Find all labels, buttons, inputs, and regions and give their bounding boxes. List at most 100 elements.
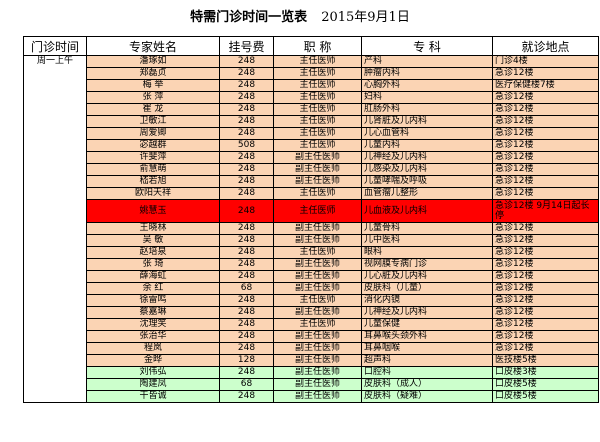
title-cell: 副主任医师 (273, 342, 362, 355)
title-cell: 副主任医师 (273, 163, 362, 176)
table-row: 金晔 128 副主任医师 超声科 医技楼5楼 (24, 354, 599, 367)
location-cell: 急诊12楼 (492, 258, 599, 271)
specialty-cell: 儿心血管科 (361, 127, 493, 140)
specialty-cell: 儿神经及儿内科 (361, 151, 493, 164)
header-name: 专家姓名 (86, 36, 220, 56)
table-row: 程岚 248 副主任医师 耳鼻咽喉 急诊12楼 (24, 342, 599, 355)
title-cell: 副主任医师 (273, 282, 362, 295)
specialty-cell: 超声科 (361, 354, 493, 367)
table-row: 张 萍 248 主任医师 妇科 急诊12楼 (24, 91, 599, 104)
fee-cell: 68 (219, 378, 274, 391)
fee-cell: 248 (219, 79, 274, 92)
title-cell: 副主任医师 (273, 354, 362, 367)
specialty-cell: 消化内镜 (361, 294, 493, 307)
location-cell: 急诊12楼 (492, 270, 599, 283)
doctor-name-cell: 赵培泉 (86, 246, 220, 259)
table-row: 吴 敏 248 副主任医师 儿中医科 急诊12楼 (24, 234, 599, 247)
doctor-name-cell: 干皆诚 (86, 390, 220, 403)
table-row: 宓越群 508 主任医师 儿童内科 急诊12楼 (24, 139, 599, 152)
location-cell: 急诊12楼 (492, 318, 599, 331)
location-cell: 急诊12楼 (492, 139, 599, 152)
location-cell: 急诊12楼 (492, 330, 599, 343)
doctor-name-cell: 张 琦 (86, 258, 220, 271)
fee-cell: 248 (219, 103, 274, 116)
table-row: 郑磊贞 248 主任医师 肿瘤内科 急诊12楼 (24, 67, 599, 80)
location-cell: 急诊12楼 (492, 234, 599, 247)
location-cell: 急诊12楼 (492, 222, 599, 235)
doctor-name-cell: 卫敏江 (86, 115, 220, 128)
title-date: 2015年9月1日 (321, 10, 410, 25)
title-cell: 副主任医师 (273, 222, 362, 235)
specialty-cell: 儿童哮喘及呼吸 (361, 175, 493, 188)
location-cell: 门诊4楼 (492, 55, 599, 68)
specialty-cell: 口腔科 (361, 366, 493, 379)
specialty-cell: 儿感染及儿内科 (361, 163, 493, 176)
location-cell: 医技楼5楼 (492, 354, 599, 367)
doctor-name-cell: 陶建凤 (86, 378, 220, 391)
fee-cell: 248 (219, 163, 274, 176)
session-cell: 周一上午 (23, 55, 87, 403)
location-cell: 急诊12楼 (492, 175, 599, 188)
fee-cell: 248 (219, 127, 274, 140)
title-cell: 主任医师 (273, 91, 362, 104)
specialty-cell: 心胸外科 (361, 79, 493, 92)
title-cell: 主任医师 (273, 103, 362, 116)
doctor-name-cell: 薛海虹 (86, 270, 220, 283)
specialty-cell: 儿童保健 (361, 318, 493, 331)
doctor-name-cell: 周爱卿 (86, 127, 220, 140)
specialty-cell: 皮肤科（儿童） (361, 282, 493, 295)
fee-cell: 248 (219, 258, 274, 271)
table-row: 薛海虹 248 副主任医师 儿心脏及儿内科 急诊12楼 (24, 270, 599, 283)
title-cell: 主任医师 (273, 187, 362, 200)
table-row: 姚慧玉 248 主任医师 儿血液及儿内科 急诊12楼 9月14日起长停 (24, 199, 599, 223)
specialty-cell: 视网膜专病门诊 (361, 258, 493, 271)
doctor-name-cell: 沈理笑 (86, 318, 220, 331)
title-cell: 副主任医师 (273, 151, 362, 164)
title-cell: 主任医师 (273, 115, 362, 128)
location-cell: 急诊12楼 (492, 294, 599, 307)
doctor-name-cell: 姚慧玉 (86, 199, 220, 223)
title-cell: 主任医师 (273, 55, 362, 68)
fee-cell: 248 (219, 270, 274, 283)
fee-cell: 248 (219, 55, 274, 68)
title-cell: 主任医师 (273, 294, 362, 307)
header-location: 就诊地点 (492, 36, 599, 56)
specialty-cell: 耳鼻咽喉 (361, 342, 493, 355)
specialty-cell: 儿神经及儿内科 (361, 306, 493, 319)
doctor-name-cell: 嵇若旭 (86, 175, 220, 188)
table-row: 嵇若旭 248 副主任医师 儿童哮喘及呼吸 急诊12楼 (24, 175, 599, 188)
doctor-name-cell: 程岚 (86, 342, 220, 355)
table-row: 欧阳天祥 248 主任医师 血管瘤儿整形 急诊12楼 (24, 187, 599, 200)
specialty-cell: 妇科 (361, 91, 493, 104)
doctor-name-cell: 蔡嘉琳 (86, 306, 220, 319)
specialty-cell: 儿中医科 (361, 234, 493, 247)
title-cell: 副主任医师 (273, 306, 362, 319)
doctor-name-cell: 刘伟弘 (86, 366, 220, 379)
table-row: 许斐萍 248 副主任医师 儿神经及儿内科 急诊12楼 (24, 151, 599, 164)
location-cell: 急诊12楼 9月14日起长停 (492, 199, 599, 223)
location-cell: 急诊12楼 (492, 115, 599, 128)
fee-cell: 248 (219, 306, 274, 319)
table-row: 张治华 248 副主任医师 耳鼻喉头颈外科 急诊12楼 (24, 330, 599, 343)
title-cell: 副主任医师 (273, 234, 362, 247)
specialty-cell: 肛肠外科 (361, 103, 493, 116)
title-cell: 副主任医师 (273, 270, 362, 283)
doctor-name-cell: 宓越群 (86, 139, 220, 152)
specialty-cell: 皮肤科（成人） (361, 378, 493, 391)
table-row: 干皆诚 248 副主任医师 皮肤科（疑难） 口皮楼5楼 (24, 390, 599, 403)
location-cell: 口皮楼5楼 (492, 390, 599, 403)
table-row: 张 琦 248 副主任医师 视网膜专病门诊 急诊12楼 (24, 258, 599, 271)
table-row: 王晓林 248 副主任医师 儿童骨科 急诊12楼 (24, 222, 599, 235)
title-cell: 主任医师 (273, 127, 362, 140)
title-cell: 主任医师 (273, 318, 362, 331)
fee-cell: 248 (219, 187, 274, 200)
doctor-name-cell: 潘琢如 (86, 55, 220, 68)
table-row: 余 红 68 副主任医师 皮肤科（儿童） 急诊12楼 (24, 282, 599, 295)
fee-cell: 248 (219, 199, 274, 223)
header-row: 门诊时间 专家姓名 挂号费 职 称 专 科 就诊地点 (23, 36, 599, 56)
title-text: 特需门诊时间一览表 (190, 10, 308, 25)
header-time: 门诊时间 (23, 36, 87, 56)
fee-cell: 248 (219, 318, 274, 331)
doctor-name-cell: 崔 龙 (86, 103, 220, 116)
